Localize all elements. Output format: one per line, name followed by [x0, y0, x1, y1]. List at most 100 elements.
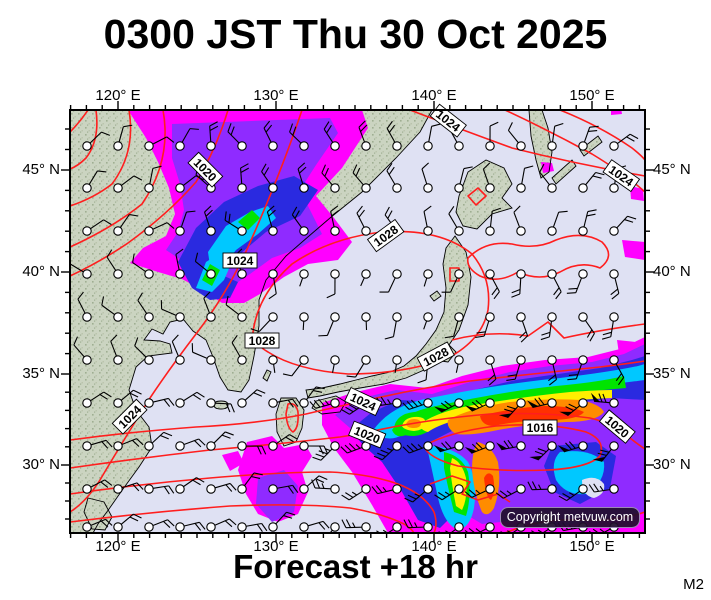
- isobar-line: [70, 110, 98, 170]
- wind-barb: [144, 519, 175, 532]
- wind-barb: [77, 291, 92, 322]
- wind-barb: [204, 205, 216, 236]
- wind-barb: [547, 269, 562, 300]
- wind-barb: [485, 207, 501, 236]
- wind-barb: [496, 439, 526, 451]
- wind-barb: [175, 477, 205, 494]
- wind-barb: [384, 312, 402, 340]
- wind-barb: [311, 479, 340, 494]
- wind-barb: [529, 441, 557, 461]
- lat-label-right: 35° N: [653, 365, 691, 382]
- wind-barb: [113, 389, 142, 408]
- wind-barb: [506, 355, 526, 381]
- isobar-line: [451, 321, 645, 341]
- wind-barb: [82, 439, 113, 451]
- model-code: M2: [683, 576, 704, 593]
- wind-barb: [299, 475, 328, 494]
- wind-barb: [547, 210, 568, 236]
- wind-barb: [358, 120, 371, 151]
- lat-label-left: 40° N: [22, 263, 60, 280]
- isobar-label: 1020: [187, 151, 224, 188]
- wind-barb: [312, 441, 340, 461]
- wind-barb: [144, 165, 162, 193]
- wind-barb: [194, 252, 216, 279]
- wind-barb: [175, 210, 196, 236]
- precip-grn: [392, 376, 626, 437]
- wind-barb: [547, 355, 557, 386]
- wind-barb: [527, 481, 557, 494]
- wind-barb: [386, 120, 402, 151]
- wind-barb: [498, 398, 526, 419]
- wind-barb: [356, 205, 371, 236]
- precip-mag: [630, 186, 644, 201]
- wind-barb: [291, 206, 309, 236]
- wind-barb: [495, 484, 526, 499]
- wind-barb: [297, 162, 309, 193]
- wind-barb: [101, 296, 123, 322]
- wind-barb: [321, 164, 340, 193]
- wind-barb: [557, 441, 588, 453]
- wind-barb: [454, 355, 464, 373]
- wind-barb: [609, 269, 620, 300]
- wind-barb: [137, 292, 154, 322]
- wind-barb: [73, 336, 92, 365]
- wind-barb: [392, 355, 402, 373]
- wind-barb: [299, 520, 330, 532]
- wind-barb: [282, 355, 309, 377]
- wind-barb: [106, 249, 123, 279]
- lat-label-right: 45° N: [653, 161, 691, 178]
- isobar-line: [70, 110, 132, 207]
- wind-barb: [289, 123, 309, 151]
- wind-barb: [144, 431, 173, 451]
- wind-barb: [144, 484, 175, 495]
- wind-barb: [578, 125, 599, 151]
- wind-barb: [82, 479, 113, 494]
- forecast-label: Forecast +18 hr: [233, 548, 478, 585]
- wind-barb: [464, 441, 495, 454]
- isobar-line: [70, 110, 89, 133]
- wind-barb: [82, 170, 107, 193]
- wind-barb: [361, 312, 371, 331]
- wind-barb: [132, 253, 154, 279]
- wind-barb: [144, 136, 175, 151]
- precip-vio: [256, 470, 298, 522]
- wind-barb: [507, 122, 526, 151]
- wind-barb: [206, 431, 234, 451]
- wind-barb: [547, 122, 564, 151]
- lat-label-left: 30° N: [22, 456, 60, 473]
- wind-barbs: [70, 120, 639, 533]
- wind-barb: [144, 397, 175, 408]
- wind-barb: [330, 355, 340, 373]
- lon-label-top: 150° E: [569, 87, 615, 104]
- wind-barb: [402, 398, 433, 410]
- wind-barb: [578, 209, 597, 236]
- wind-barb: [266, 205, 278, 236]
- wind-barb: [110, 334, 123, 365]
- wind-barb: [360, 269, 371, 287]
- wind-barb: [224, 211, 247, 236]
- wind-barb: [237, 472, 263, 494]
- lon-label-bottom: 120° E: [95, 538, 141, 555]
- wind-barb: [113, 513, 142, 532]
- wind-barb: [464, 484, 495, 498]
- precip-grn: [238, 210, 260, 230]
- wind-barb: [237, 522, 268, 532]
- wind-barb: [206, 398, 235, 413]
- wind-barb: [250, 312, 278, 333]
- wind-barb: [237, 441, 267, 455]
- isobar-label: 1024: [222, 252, 258, 269]
- wind-barb: [609, 133, 639, 151]
- wind-barb: [423, 269, 433, 287]
- wind-barb: [268, 434, 298, 451]
- wind-barb: [309, 398, 340, 409]
- lat-label-right: 40° N: [653, 263, 691, 280]
- wind-barb: [206, 121, 219, 151]
- precip-cyn: [372, 364, 645, 439]
- wind-barb: [340, 441, 371, 454]
- wind-barb: [444, 312, 464, 339]
- wind-barb: [567, 355, 588, 381]
- isobar-label: 1016: [522, 419, 558, 436]
- precip-mag: [622, 240, 645, 260]
- wind-barb: [206, 518, 237, 532]
